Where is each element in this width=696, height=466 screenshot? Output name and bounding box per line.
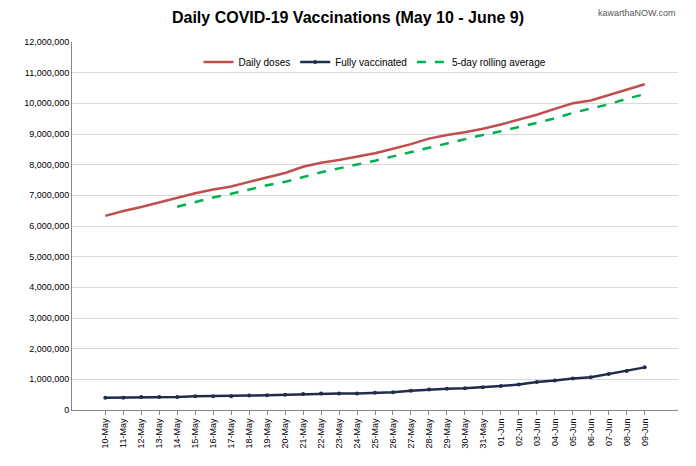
svg-text:10-May: 10-May xyxy=(100,418,110,449)
svg-text:5-day rolling average: 5-day rolling average xyxy=(452,57,546,68)
svg-text:8,000,000: 8,000,000 xyxy=(29,160,69,170)
svg-text:25-May: 25-May xyxy=(370,418,380,449)
svg-text:6,000,000: 6,000,000 xyxy=(29,221,69,231)
svg-text:09-Jun: 09-Jun xyxy=(640,419,650,447)
svg-text:5,000,000: 5,000,000 xyxy=(29,252,69,262)
svg-text:13-May: 13-May xyxy=(154,418,164,449)
svg-text:15-May: 15-May xyxy=(190,418,200,449)
svg-text:2,000,000: 2,000,000 xyxy=(29,344,69,354)
svg-text:0: 0 xyxy=(64,405,69,415)
svg-text:7,000,000: 7,000,000 xyxy=(29,190,69,200)
svg-text:3,000,000: 3,000,000 xyxy=(29,313,69,323)
svg-text:02-Jun: 02-Jun xyxy=(514,419,524,447)
svg-text:11,000,000: 11,000,000 xyxy=(25,68,69,78)
svg-text:22-May: 22-May xyxy=(316,418,326,449)
svg-text:Daily COVID-19 Vaccinations (M: Daily COVID-19 Vaccinations (May 10 - Ju… xyxy=(172,9,524,26)
svg-text:06-Jun: 06-Jun xyxy=(586,419,596,447)
svg-text:29-May: 29-May xyxy=(442,418,452,449)
svg-text:kawarthaNOW.com: kawarthaNOW.com xyxy=(598,8,676,18)
svg-text:18-May: 18-May xyxy=(244,418,254,449)
svg-text:12,000,000: 12,000,000 xyxy=(24,37,69,47)
svg-text:16-May: 16-May xyxy=(208,418,218,449)
svg-text:14-May: 14-May xyxy=(172,418,182,449)
svg-text:01-Jun: 01-Jun xyxy=(496,419,506,447)
svg-text:Fully vaccinated: Fully vaccinated xyxy=(335,57,407,68)
svg-text:9,000,000: 9,000,000 xyxy=(29,129,69,139)
svg-text:12-May: 12-May xyxy=(136,418,146,449)
svg-text:05-Jun: 05-Jun xyxy=(568,419,578,447)
svg-text:Daily doses: Daily doses xyxy=(239,57,291,68)
svg-text:24-May: 24-May xyxy=(352,418,362,449)
svg-text:21-May: 21-May xyxy=(298,418,308,449)
svg-text:03-Jun: 03-Jun xyxy=(532,419,542,447)
svg-text:4,000,000: 4,000,000 xyxy=(29,282,69,292)
svg-text:19-May: 19-May xyxy=(262,418,272,449)
svg-text:1,000,000: 1,000,000 xyxy=(29,374,69,384)
svg-text:07-Jun: 07-Jun xyxy=(604,419,614,447)
svg-text:17-May: 17-May xyxy=(226,418,236,449)
svg-text:20-May: 20-May xyxy=(280,418,290,449)
svg-text:26-May: 26-May xyxy=(388,418,398,449)
svg-text:27-May: 27-May xyxy=(406,418,416,449)
svg-text:10,000,000: 10,000,000 xyxy=(24,98,69,108)
svg-text:28-May: 28-May xyxy=(424,418,434,449)
svg-text:08-Jun: 08-Jun xyxy=(622,419,632,447)
svg-text:04-Jun: 04-Jun xyxy=(550,419,560,447)
svg-text:23-May: 23-May xyxy=(334,418,344,449)
svg-text:30-May: 30-May xyxy=(460,418,470,449)
svg-text:31-May: 31-May xyxy=(478,418,488,449)
svg-text:11-May: 11-May xyxy=(118,418,128,448)
